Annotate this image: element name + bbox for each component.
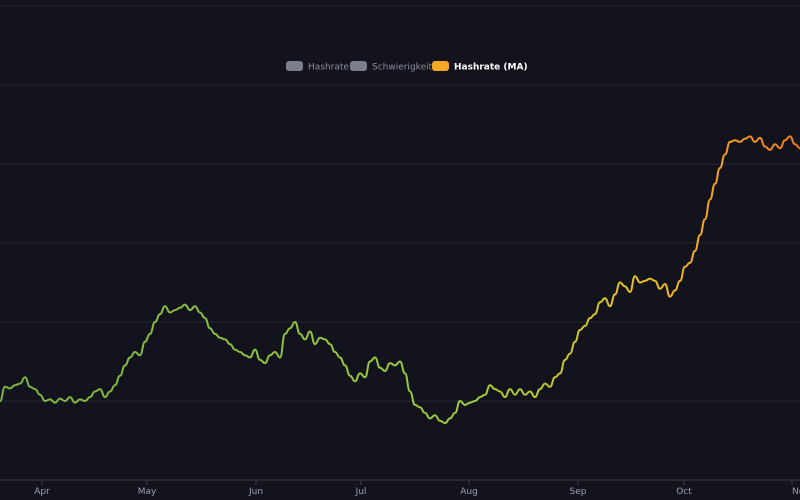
legend: Hashrate Schwierigkeit Hashrate (MA) xyxy=(286,61,528,73)
x-tick-label: May xyxy=(138,487,157,497)
legend-item[interactable]: Hashrate xyxy=(286,61,349,73)
x-tick-label: Nov xyxy=(792,487,800,497)
x-tick-label: Jul xyxy=(355,487,367,497)
legend-item[interactable]: Schwierigkeit xyxy=(350,61,433,73)
x-tick-label: Aug xyxy=(460,487,478,497)
x-axis: Apr May Jun Jul Aug Sep Oct Nov xyxy=(0,479,800,497)
legend-swatch xyxy=(350,61,367,71)
legend-label: Schwierigkeit xyxy=(372,63,433,73)
series-line-hashrate-ma xyxy=(0,135,800,425)
legend-swatch xyxy=(432,61,449,71)
x-tick-label: Jun xyxy=(248,487,263,497)
x-tick-label: Sep xyxy=(570,487,587,497)
series-layer xyxy=(0,135,800,425)
legend-label: Hashrate xyxy=(308,63,349,73)
legend-label: Hashrate (MA) xyxy=(454,63,528,73)
legend-item[interactable]: Hashrate (MA) xyxy=(432,61,528,73)
x-tick-label: Apr xyxy=(34,487,50,497)
legend-swatch xyxy=(286,61,303,71)
x-tick-label: Oct xyxy=(676,487,692,497)
grid-lines xyxy=(0,5,800,402)
